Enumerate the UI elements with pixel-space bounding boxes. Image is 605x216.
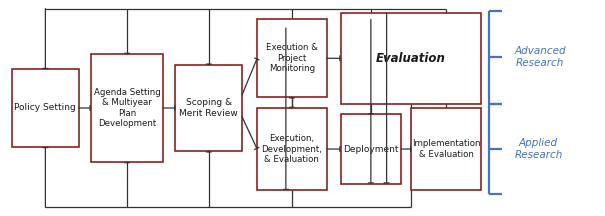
Text: Policy Setting: Policy Setting (15, 103, 76, 113)
Text: Scoping &
Merit Review: Scoping & Merit Review (179, 98, 238, 118)
Text: Deployment: Deployment (343, 145, 399, 154)
Bar (341, 13, 481, 104)
Bar (341, 114, 401, 184)
Text: Evaluation: Evaluation (376, 52, 446, 65)
Text: Execution,
Development,
& Evaluation: Execution, Development, & Evaluation (261, 134, 322, 164)
Text: Agenda Setting
& Multiyear
Plan
Development: Agenda Setting & Multiyear Plan Developm… (94, 88, 160, 128)
Text: Execution &
Project
Monitoring: Execution & Project Monitoring (266, 43, 318, 73)
Text: Implementation
& Evaluation: Implementation & Evaluation (412, 139, 480, 159)
Bar (175, 65, 242, 151)
Text: Advanced
Research: Advanced Research (514, 46, 566, 68)
Text: Applied
Research: Applied Research (514, 138, 563, 160)
Bar (12, 69, 79, 147)
Bar (257, 19, 327, 97)
Bar (257, 108, 327, 190)
Bar (411, 108, 481, 190)
Bar (91, 54, 163, 162)
